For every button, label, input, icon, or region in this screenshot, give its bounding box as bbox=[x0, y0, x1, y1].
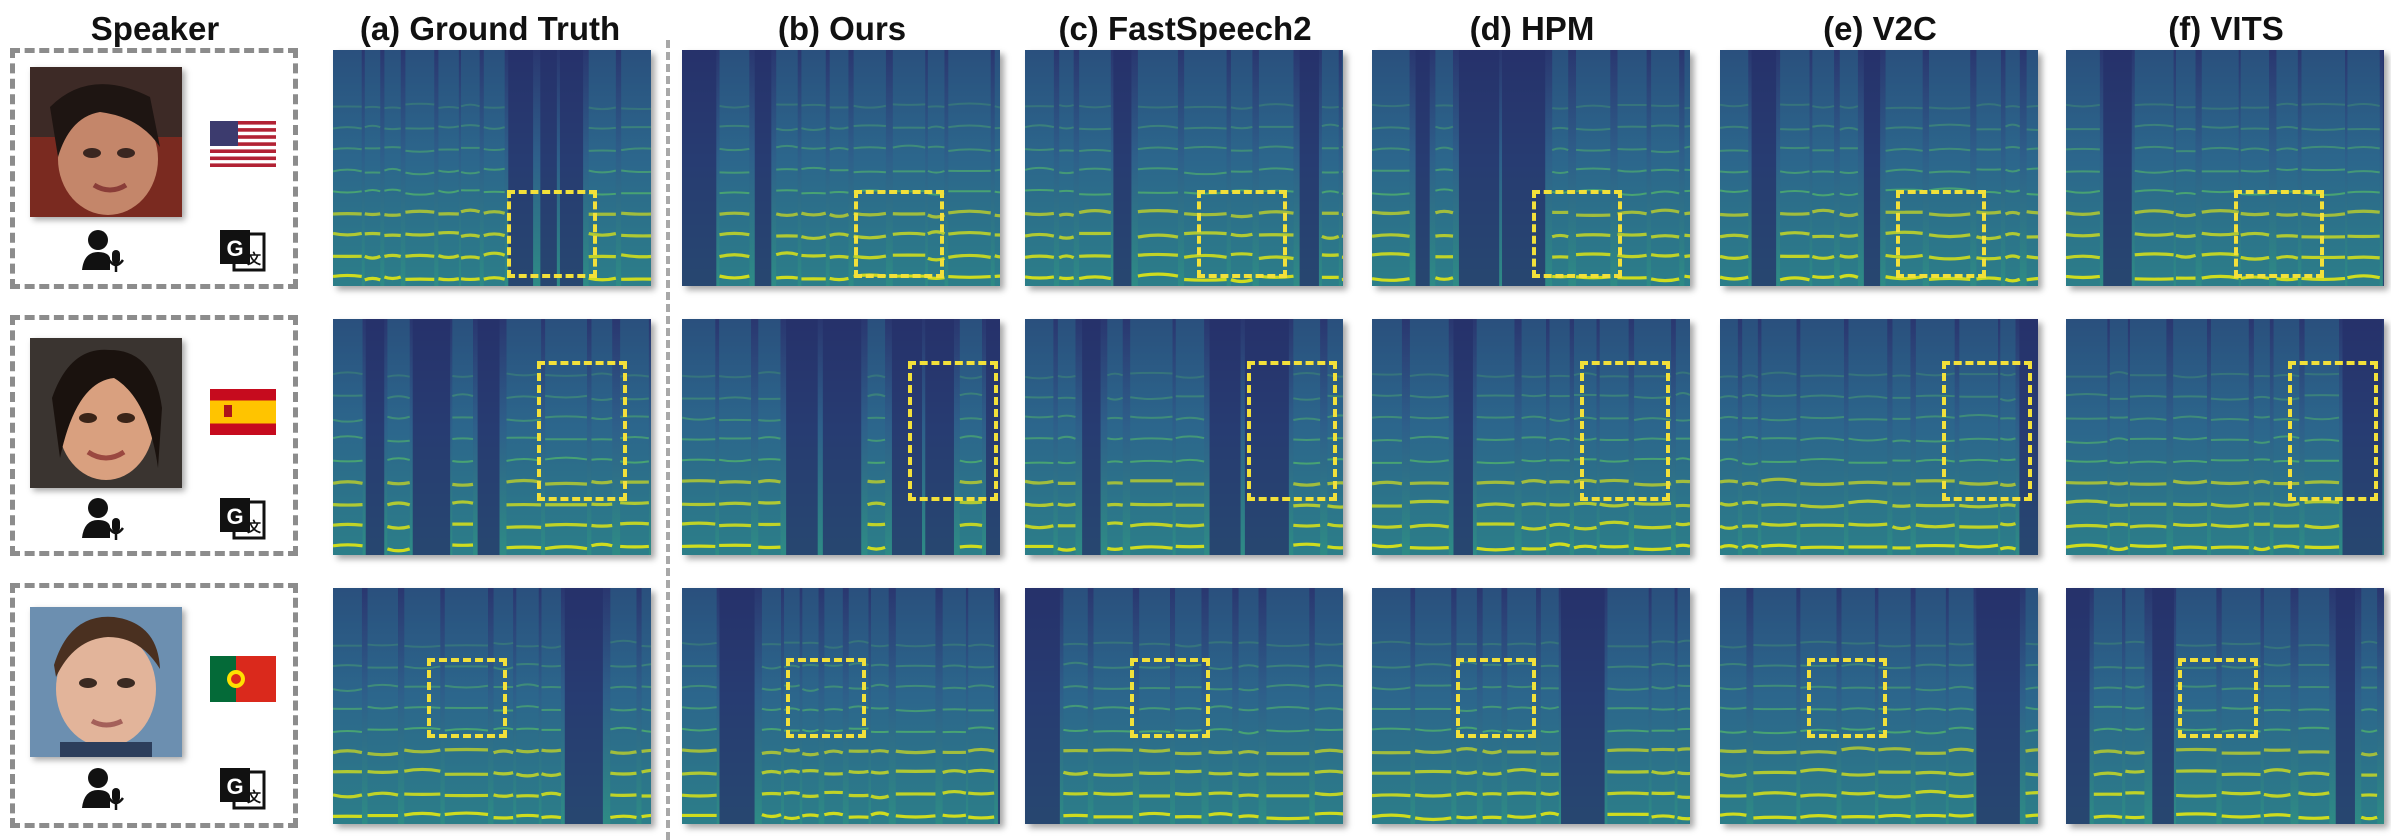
highlight-box bbox=[427, 658, 507, 738]
ground-truth-separator bbox=[666, 40, 670, 840]
spectrogram-row1-ours bbox=[682, 50, 1000, 286]
flag-spain-icon bbox=[210, 389, 276, 435]
speaker-header: Speaker bbox=[90, 10, 220, 47]
spectrogram-row2-v2c bbox=[1720, 319, 2038, 555]
highlight-box bbox=[1807, 658, 1887, 738]
highlight-box bbox=[1580, 361, 1670, 501]
spectrogram-row1-ground-truth bbox=[333, 50, 651, 286]
speaker-panel-1 bbox=[10, 48, 298, 289]
highlight-box bbox=[1456, 658, 1536, 738]
highlight-box bbox=[854, 190, 944, 278]
highlight-box bbox=[1896, 190, 1986, 278]
speaker-face-1 bbox=[30, 67, 182, 217]
translate-icon: G 文 bbox=[218, 228, 268, 279]
spectrogram-row3-ground-truth bbox=[333, 588, 651, 824]
spectrogram-row1-v2c bbox=[1720, 50, 2038, 286]
spectrogram-row3-ours bbox=[682, 588, 1000, 824]
spectrogram-row3-fastspeech2 bbox=[1025, 588, 1343, 824]
highlight-box bbox=[507, 190, 597, 278]
column-title-fastspeech2: (c) FastSpeech2 bbox=[1058, 10, 1312, 47]
column-title-ground-truth: (a) Ground Truth bbox=[359, 10, 621, 47]
spectrogram-row1-hpm bbox=[1372, 50, 1690, 286]
spectrogram-row2-vits bbox=[2066, 319, 2384, 555]
spectrogram-row2-hpm bbox=[1372, 319, 1690, 555]
speaker-panel-3 bbox=[10, 583, 298, 828]
highlight-box bbox=[2234, 190, 2324, 278]
highlight-box bbox=[1197, 190, 1287, 278]
speaker-voice-icon bbox=[82, 766, 125, 817]
spectrogram-row1-fastspeech2 bbox=[1025, 50, 1343, 286]
highlight-box bbox=[2288, 361, 2378, 501]
flag-usa-icon bbox=[210, 121, 276, 167]
highlight-box bbox=[786, 658, 866, 738]
speaker-face-3 bbox=[30, 607, 182, 757]
highlight-box bbox=[1532, 190, 1622, 278]
highlight-box bbox=[908, 361, 998, 501]
spectrogram-row3-vits bbox=[2066, 588, 2384, 824]
column-title-vits: (f) VITS bbox=[2168, 10, 2284, 47]
highlight-box bbox=[2178, 658, 2258, 738]
flag-portugal-icon bbox=[210, 656, 276, 702]
highlight-box bbox=[1942, 361, 2032, 501]
spectrogram-row2-fastspeech2 bbox=[1025, 319, 1343, 555]
spectrogram-row2-ours bbox=[682, 319, 1000, 555]
speaker-voice-icon bbox=[82, 496, 125, 547]
column-title-ours: (b) Ours bbox=[777, 10, 907, 47]
svg-text:G: G bbox=[226, 774, 243, 799]
translate-icon: G 文 bbox=[218, 496, 268, 547]
highlight-box bbox=[1130, 658, 1210, 738]
svg-text:G: G bbox=[226, 504, 243, 529]
speaker-panel-2 bbox=[10, 315, 298, 556]
svg-text:文: 文 bbox=[247, 789, 262, 805]
highlight-box bbox=[1247, 361, 1337, 501]
column-title-v2c: (e) V2C bbox=[1823, 10, 1937, 47]
spectrogram-row2-ground-truth bbox=[333, 319, 651, 555]
translate-icon: G 文 bbox=[218, 766, 268, 817]
spectrogram-row3-v2c bbox=[1720, 588, 2038, 824]
speaker-voice-icon bbox=[82, 228, 125, 279]
spectrogram-row1-vits bbox=[2066, 50, 2384, 286]
svg-text:G: G bbox=[226, 236, 243, 261]
column-title-hpm: (d) HPM bbox=[1469, 10, 1595, 47]
spectrogram-row3-hpm bbox=[1372, 588, 1690, 824]
speaker-face-2 bbox=[30, 338, 182, 488]
svg-text:文: 文 bbox=[247, 519, 262, 535]
svg-text:文: 文 bbox=[247, 251, 262, 267]
highlight-box bbox=[537, 361, 627, 501]
